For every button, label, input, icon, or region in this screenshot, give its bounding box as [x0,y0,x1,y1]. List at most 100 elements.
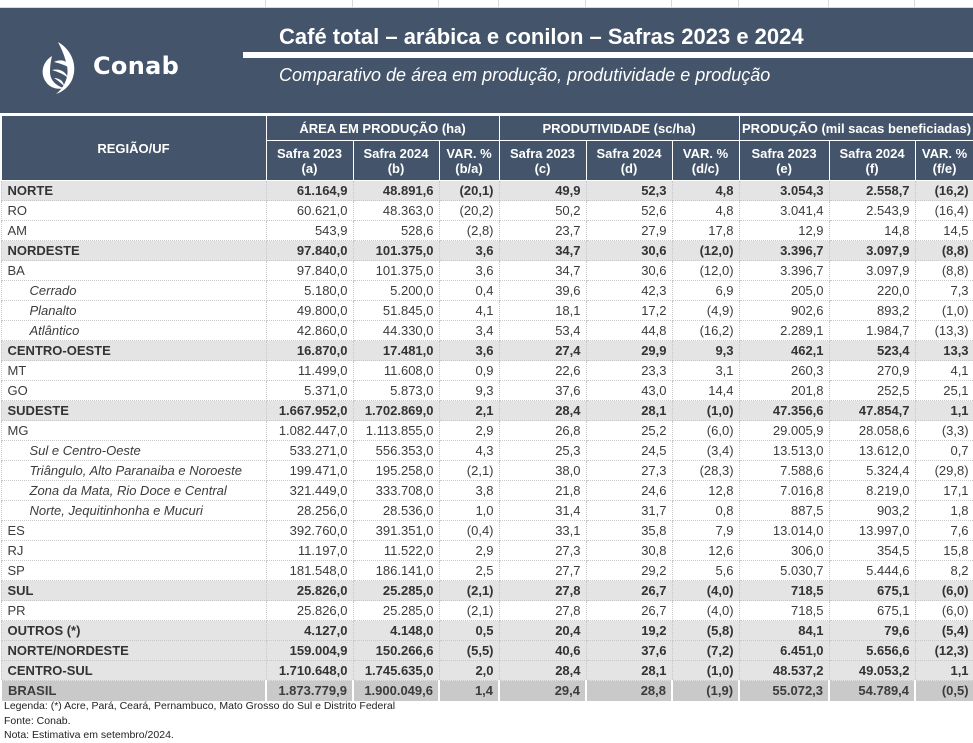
header-banner: Conab Café total – arábica e conilon – S… [0,8,973,113]
cell-area-2023: 5.371,0 [265,380,354,401]
cell-output-2024: 220,0 [828,280,916,301]
cell-prod-var: (3,4) [671,440,740,461]
cell-prod-var: 17,8 [671,220,740,241]
cell-area-2023: 28.256,0 [265,500,354,521]
cell-area-var: 0,5 [438,620,500,641]
table-row: RO 60.621,0 48.363,0 (20,2) 50,2 52,6 4,8 3.041… [0,200,973,221]
cell-prod-2023: 20,4 [498,620,587,641]
cell-area-var: 3,6 [438,340,500,361]
region-name: Sul e Centro-Oeste [0,440,267,461]
cell-output-var: (0,5) [914,680,973,701]
cell-area-2024: 48.363,0 [352,200,440,221]
table-row: PR 25.826,0 25.285,0 (2,1) 27,8 26,7 (4,0) 718,… [0,600,973,621]
table-row: SUL 25.826,0 25.285,0 (2,1) 27,8 26,7 (4,0) 718… [0,580,973,601]
cell-output-2023: 47.356,6 [738,400,830,421]
cell-prod-2023: 28,4 [498,660,587,681]
cell-area-2023: 42.860,0 [265,320,354,341]
column-header-label: Safra 2024 [363,145,429,161]
cell-output-var: 8,2 [914,560,973,581]
cell-area-2024: 1.113.855,0 [352,420,440,441]
cell-area-2023: 1.873.779,9 [265,680,354,701]
cell-prod-var: (16,2) [671,320,740,341]
cell-area-2024: 528,6 [352,220,440,241]
cell-output-var: (6,0) [914,580,973,601]
cell-prod-2024: 25,2 [585,420,673,441]
cell-output-2023: 7.588,6 [738,460,830,481]
cell-prod-2023: 25,3 [498,440,587,461]
cell-output-2023: 7.016,8 [738,480,830,501]
cell-prod-2023: 21,8 [498,480,587,501]
region-name: Cerrado [0,280,267,301]
table-row: MG 1.082.447,0 1.113.855,0 2,9 26,8 25,2 (6,0)… [0,420,973,441]
cell-area-var: 3,8 [438,480,500,501]
cell-output-2023: 3.396,7 [738,260,830,281]
cell-output-var: (3,3) [914,420,973,441]
cell-prod-var: (12,0) [671,260,740,281]
cell-output-2023: 718,5 [738,580,830,601]
cell-output-var: 13,3 [914,340,973,361]
cell-prod-var: (1,0) [671,400,740,421]
cell-area-2024: 150.266,6 [352,640,440,661]
cell-output-2023: 48.537,2 [738,660,830,681]
cell-output-2024: 903,2 [828,500,916,521]
title-divider [243,52,973,58]
cell-prod-2023: 50,2 [498,200,587,221]
cell-output-2023: 902,6 [738,300,830,321]
cell-area-var: (20,1) [438,180,500,201]
cell-area-2024: 5.873,0 [352,380,440,401]
cell-output-var: (12,3) [914,640,973,661]
cell-prod-2023: 40,6 [498,640,587,661]
cell-output-var: (5,4) [914,620,973,641]
conab-emblem-icon [42,42,75,94]
region-name: NORTE/NORDESTE [0,640,267,661]
column-header-label: Safra 2023 [751,145,817,161]
conab-logo: Conab [38,40,188,100]
cell-output-var: (8,8) [914,240,973,261]
cell-prod-var: (5,8) [671,620,740,641]
cell-prod-var: (1,9) [671,680,740,701]
region-name: SP [0,560,267,581]
cell-area-2023: 1.710.648,0 [265,660,354,681]
column-header-area-2024: Safra 2024 (b) [352,140,440,181]
cell-prod-2024: 28,1 [585,660,673,681]
cell-output-var: 4,1 [914,360,973,381]
cell-output-2024: 47.854,7 [828,400,916,421]
region-name: NORDESTE [0,240,267,261]
cell-output-var: 17,1 [914,480,973,501]
cell-prod-2024: 28,8 [585,680,673,701]
cell-area-2024: 195.258,0 [352,460,440,481]
cell-prod-2024: 30,6 [585,240,673,261]
cell-prod-2023: 39,6 [498,280,587,301]
region-name: SUDESTE [0,400,267,421]
cell-area-2024: 4.148,0 [352,620,440,641]
cell-prod-var: 4,8 [671,200,740,221]
cell-area-var: 2,5 [438,560,500,581]
region-name: OUTROS (*) [0,620,267,641]
cell-area-var: 0,9 [438,360,500,381]
cell-prod-var: 7,9 [671,520,740,541]
cell-prod-2024: 29,9 [585,340,673,361]
cell-prod-var: 12,8 [671,480,740,501]
cell-prod-2024: 26,7 [585,600,673,621]
cell-prod-2024: 52,3 [585,180,673,201]
table-row: Triângulo, Alto Paranaiba e Noroeste 199.… [0,460,973,481]
cell-area-var: 3,6 [438,240,500,261]
cell-prod-var: 9,3 [671,340,740,361]
region-name: PR [0,600,267,621]
cell-prod-2023: 31,4 [498,500,587,521]
cell-prod-2024: 27,9 [585,220,673,241]
cell-area-2023: 1.667.952,0 [265,400,354,421]
cell-area-2023: 321.449,0 [265,480,354,501]
cell-output-2023: 6.451,0 [738,640,830,661]
table-row: Atlântico 42.860,0 44.330,0 3,4 53,4 44,8 (16,… [0,320,973,341]
cell-output-2023: 3.041,4 [738,200,830,221]
cell-prod-var: (12,0) [671,240,740,261]
region-name: Norte, Jequitinhonha e Mucuri [0,500,267,521]
cell-area-var: (20,2) [438,200,500,221]
cell-area-2023: 16.870,0 [265,340,354,361]
column-header-label: Safra 2024 [596,145,662,161]
table-row: Sul e Centro-Oeste 533.271,0 556.353,0 4,3 2… [0,440,973,461]
page-subtitle: Comparativo de área em produção, produti… [279,65,771,85]
cell-output-2024: 354,5 [828,540,916,561]
region-name: RJ [0,540,267,561]
